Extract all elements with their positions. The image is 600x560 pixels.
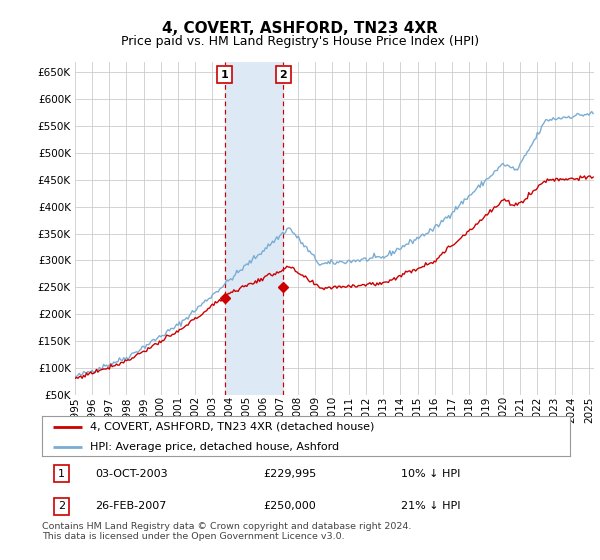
- Text: 2: 2: [279, 70, 287, 80]
- Text: 1: 1: [58, 469, 65, 479]
- Text: £229,995: £229,995: [264, 469, 317, 479]
- Text: Contains HM Land Registry data © Crown copyright and database right 2024.
This d: Contains HM Land Registry data © Crown c…: [42, 522, 412, 542]
- Text: 4, COVERT, ASHFORD, TN23 4XR: 4, COVERT, ASHFORD, TN23 4XR: [162, 21, 438, 36]
- Text: £250,000: £250,000: [264, 501, 317, 511]
- Text: HPI: Average price, detached house, Ashford: HPI: Average price, detached house, Ashf…: [89, 442, 338, 452]
- Text: 1: 1: [221, 70, 229, 80]
- Text: 4, COVERT, ASHFORD, TN23 4XR (detached house): 4, COVERT, ASHFORD, TN23 4XR (detached h…: [89, 422, 374, 432]
- Text: Price paid vs. HM Land Registry's House Price Index (HPI): Price paid vs. HM Land Registry's House …: [121, 35, 479, 48]
- Text: 10% ↓ HPI: 10% ↓ HPI: [401, 469, 460, 479]
- Text: 21% ↓ HPI: 21% ↓ HPI: [401, 501, 461, 511]
- Text: 2: 2: [58, 501, 65, 511]
- Bar: [225, 62, 283, 395]
- Text: 26-FEB-2007: 26-FEB-2007: [95, 501, 166, 511]
- Text: 03-OCT-2003: 03-OCT-2003: [95, 469, 167, 479]
